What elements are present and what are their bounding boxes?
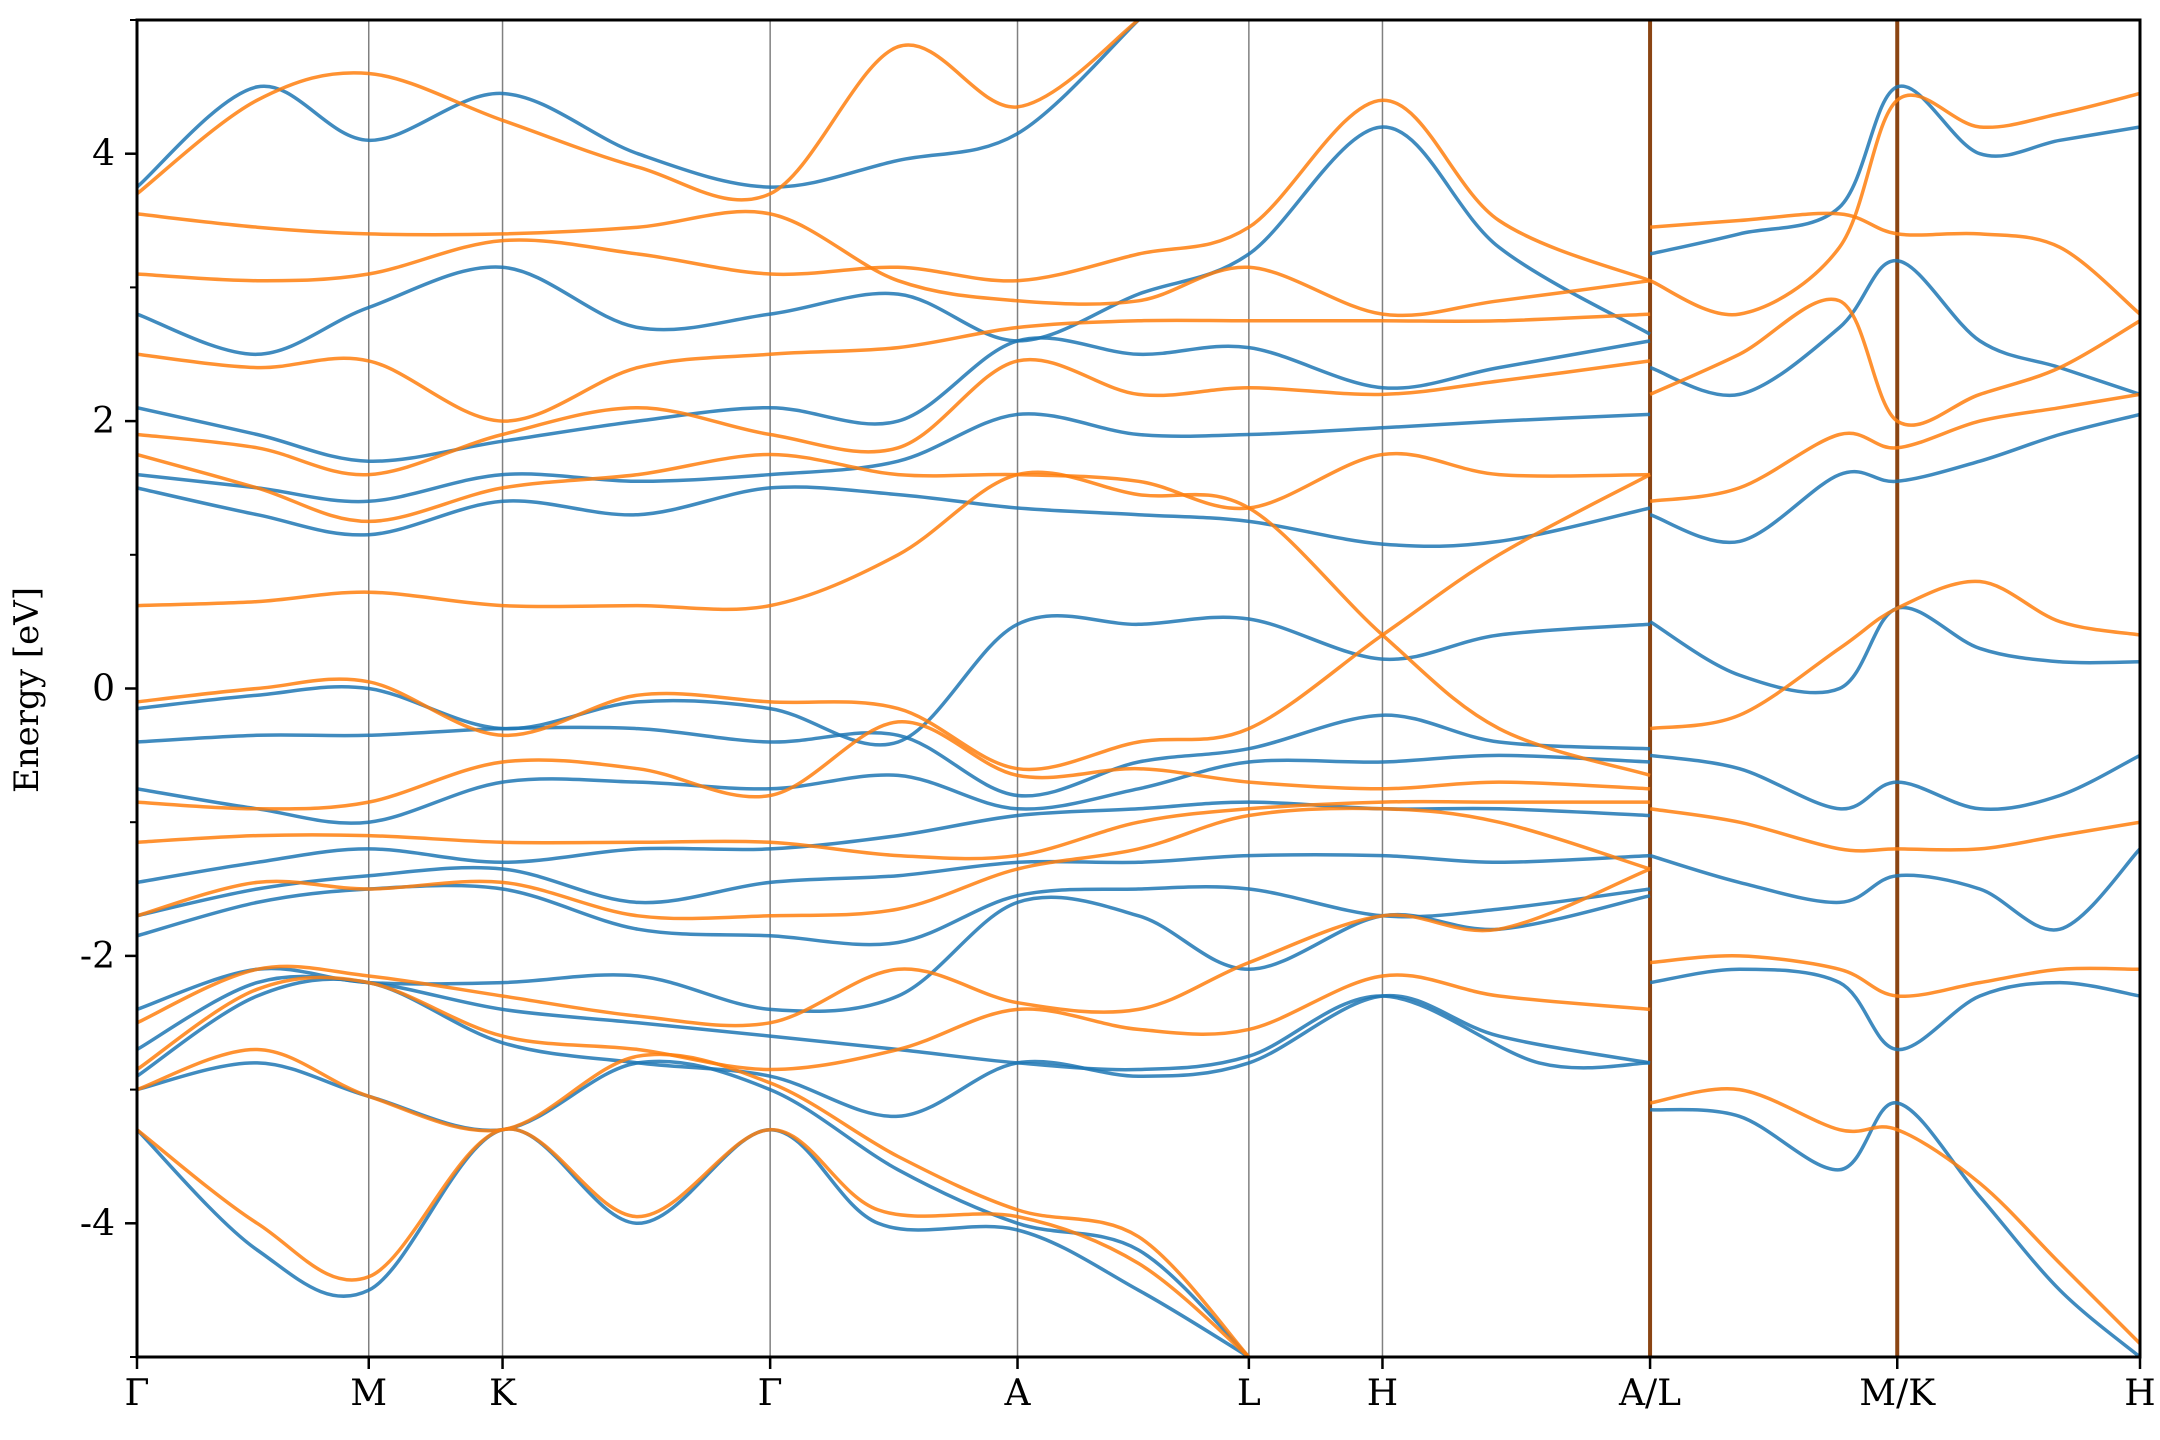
x-tick-label-1: M [350,1373,387,1414]
band-segment-12 [1649,392,2140,504]
x-axis: Γ M K Γ A L H A/L M/K H [125,1357,2156,1414]
band-line-s1-b11 [137,312,1651,423]
y-axis: -4 -2 0 2 4 [80,19,137,1358]
band-line-s1-b12 [137,98,1651,283]
x-tick-label-0: Γ [125,1373,150,1414]
x-tick-label-9: H [2124,1373,2155,1414]
band-segment-15 [1649,91,2140,317]
x-tick-label-7: A/L [1618,1373,1681,1414]
y-tick-label-1: -2 [80,936,115,977]
band-line-s1-b0 [137,1127,1251,1357]
band-segment-9 [1649,954,2140,999]
band-segment-2 [1649,847,2140,932]
band-segment-7 [1649,84,2140,256]
y-tick-label-3: 2 [92,401,115,442]
band-segment-10 [1649,807,2140,853]
high-symmetry-lines [367,20,1900,1357]
band-line-s0-b6 [137,853,1651,918]
y-tick-label-2: 0 [92,669,115,710]
band-line-s1-b10 [137,357,1651,477]
x-tick-label-6: H [1367,1373,1398,1414]
band-segment-8 [1649,1087,2140,1345]
band-line-s1-b3 [137,867,1651,1028]
band-line-s1-b9 [137,451,1651,524]
band-segment-13 [1649,297,2140,427]
band-segment-5 [1649,412,2140,545]
band-line-s1-b2 [137,973,1651,1072]
band-segment-11 [1649,579,2140,731]
y-tick-label-4: 4 [92,134,115,175]
x-tick-label-2: K [489,1373,517,1414]
x-tick-label-4: A [1004,1373,1032,1414]
band-line-s0-b15 [137,20,1140,189]
y-axis-label: Energy [eV] [7,587,47,793]
x-tick-label-5: L [1237,1373,1261,1414]
band-line-s1-b5 [137,799,1651,861]
band-line-s0-b10 [137,614,1651,747]
band-line-s1-b7 [137,473,1651,772]
band-line-s1-b4 [137,806,1651,921]
band-line-s0-b12 [137,412,1651,504]
band-segment-1 [1649,967,2140,1052]
band-line-s1-b8 [137,470,1651,778]
band-line-s0-b14 [137,125,1651,357]
band-segment-3 [1649,753,2140,811]
band-line-s0-b13 [137,336,1651,463]
band-line-s1-b14 [137,20,1140,202]
bands-group [137,20,2140,1357]
band-line-s1-b6 [137,720,1651,811]
x-tick-label-3: Γ [758,1373,783,1414]
band-line-s1-b13 [137,209,1651,318]
x-tick-label-8: M/K [1859,1373,1936,1414]
band-line-s0-b0 [137,1127,1250,1357]
band-line-s0-b9 [137,713,1651,798]
y-tick-label-0: -4 [80,1203,115,1244]
band-segment-0 [1649,1101,2140,1357]
band-line-s0-b11 [137,485,1651,549]
band-segment-14 [1649,211,2140,316]
band-line-s0-b8 [137,753,1651,825]
